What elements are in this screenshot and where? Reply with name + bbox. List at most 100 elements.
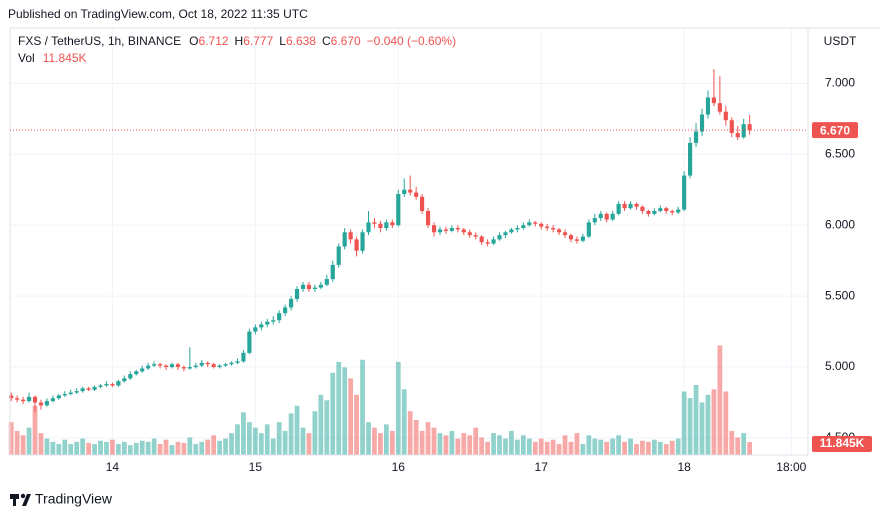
volume-bar <box>205 439 211 455</box>
volume-bar <box>86 442 91 455</box>
volume-bar <box>127 445 133 455</box>
candle-body <box>86 388 91 390</box>
volume-bar <box>252 427 258 455</box>
volume-bar <box>616 435 622 455</box>
volume-bar <box>223 438 228 455</box>
key: H <box>235 34 244 48</box>
candle-body <box>205 362 210 365</box>
candle-body <box>348 232 353 240</box>
volume-bar <box>366 422 371 455</box>
candle-body <box>265 321 270 325</box>
candle-body <box>556 229 562 233</box>
volume-bar <box>288 413 294 455</box>
x-tick-label: 17 <box>535 460 549 474</box>
volume-bar <box>282 430 288 455</box>
volume-bar <box>264 424 270 455</box>
volume-bar <box>181 442 187 455</box>
volume-bar <box>235 424 240 455</box>
volume-bar <box>526 438 532 455</box>
candle-body <box>199 362 204 366</box>
candle-body <box>425 211 431 226</box>
volume-bar <box>68 444 74 455</box>
candle-body <box>283 307 288 314</box>
candle-body <box>277 313 282 321</box>
volume-bar <box>622 441 627 455</box>
candle-body <box>628 203 633 209</box>
candle-body <box>62 394 67 396</box>
volume-bar <box>378 433 383 455</box>
volume-bar <box>663 444 669 455</box>
candle-body <box>271 320 276 322</box>
candle-body <box>187 367 192 369</box>
candle-body <box>80 388 85 392</box>
candle-body <box>616 203 621 214</box>
volume-bar <box>104 441 109 455</box>
volume-bar <box>413 419 419 455</box>
y-tick-label: 5.500 <box>825 288 855 302</box>
candle-body <box>175 364 181 368</box>
volume-bar <box>699 402 705 455</box>
candle-body <box>247 331 252 353</box>
candle-body <box>366 222 371 233</box>
candle-body <box>396 193 401 226</box>
candle-body <box>676 209 681 213</box>
candle-body <box>622 203 627 209</box>
candle-body <box>74 391 79 393</box>
volume-bar <box>640 440 645 455</box>
candle-body <box>157 364 163 366</box>
candle-body <box>163 365 169 368</box>
volume-bar <box>110 439 115 455</box>
volume-bar <box>324 400 330 455</box>
candle-body <box>312 287 317 290</box>
grid <box>10 28 808 455</box>
candle-body <box>580 236 585 241</box>
volume-bar <box>431 427 437 455</box>
volume-bar <box>38 433 44 455</box>
volume-bar <box>544 441 550 455</box>
volume-pane <box>8 345 753 455</box>
candle-body <box>693 131 699 143</box>
candle-body <box>152 364 157 366</box>
volume-bar <box>133 442 139 455</box>
volume-bar <box>389 430 395 455</box>
candle-body <box>140 368 145 372</box>
volume-bar <box>705 394 711 455</box>
candle-body <box>378 223 383 229</box>
volume-bar <box>74 441 80 455</box>
candle-body <box>509 229 514 233</box>
candle-body <box>414 192 419 197</box>
candle-body <box>15 398 20 400</box>
volume-bar <box>568 441 574 455</box>
last-volume-box <box>812 436 872 453</box>
candle-body <box>705 97 711 115</box>
candle-body <box>515 228 520 230</box>
volume-bar <box>270 438 276 455</box>
candle-body <box>670 211 675 213</box>
candle-body <box>104 384 109 386</box>
candle-body <box>360 232 365 251</box>
candle-body <box>551 228 556 230</box>
volume-bar <box>306 433 312 455</box>
volume-bar <box>610 438 616 455</box>
volume-bar <box>657 441 663 455</box>
candle-body <box>747 124 752 131</box>
volume-bar <box>211 435 217 455</box>
candle-body <box>467 232 472 236</box>
volume-bar <box>461 433 467 455</box>
candle-body <box>128 374 133 379</box>
volume-bar <box>687 398 693 455</box>
candle-body <box>68 392 73 394</box>
candle-body <box>116 381 121 386</box>
candle-body <box>586 222 591 237</box>
volume-bar <box>491 433 496 455</box>
volume-bar <box>735 437 741 455</box>
x-tick-label: 18:00 <box>776 460 806 474</box>
volume-bar <box>723 391 729 455</box>
x-tick-label: 18 <box>677 460 691 474</box>
volume-bar <box>437 433 443 455</box>
candle-body <box>110 384 115 386</box>
volume-bar <box>646 441 651 455</box>
legend: FXS / TetherUS, 1h, BINANCE O6.712 H6.777 L… <box>18 34 456 48</box>
